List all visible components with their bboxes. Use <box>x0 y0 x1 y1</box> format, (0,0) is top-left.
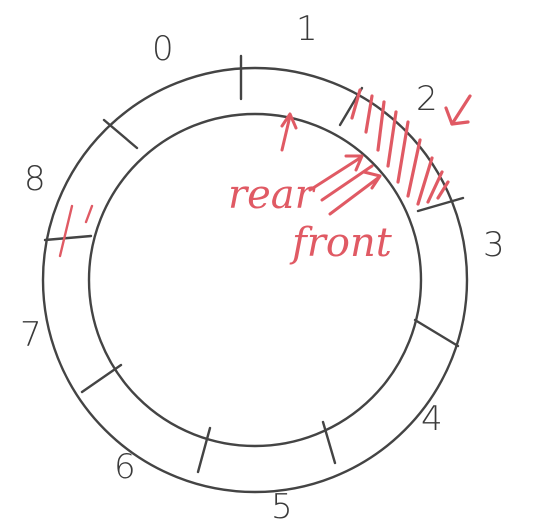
rear-label: rear <box>228 172 317 218</box>
slot-number-4: 4 <box>421 399 443 439</box>
slot-number-2: 2 <box>416 79 438 119</box>
ring-inner-circle <box>87 112 423 448</box>
up-arrow-icon <box>280 112 298 152</box>
annotations: rear front <box>58 88 472 266</box>
slot-number-3: 3 <box>483 225 505 265</box>
divider-4-5 <box>321 420 337 465</box>
slot-number-5: 5 <box>271 487 293 524</box>
slot-number-7: 7 <box>20 315 42 355</box>
rear-arrows-icon <box>308 154 382 216</box>
divider-2-3 <box>416 196 465 213</box>
slot-numbers: 0 1 2 3 4 5 6 7 8 <box>20 9 505 524</box>
slot-2-arrow-icon <box>444 94 472 126</box>
queue-ring <box>41 54 469 494</box>
divider-3-4 <box>413 318 460 348</box>
slot-number-1: 1 <box>296 9 318 49</box>
divider-8-0 <box>102 118 139 150</box>
slot-8-marks <box>58 204 94 258</box>
slot-number-8: 8 <box>24 159 46 199</box>
ring-outer-circle <box>41 66 469 494</box>
slot-2-hatching <box>350 88 450 206</box>
divider-5-6 <box>196 426 212 474</box>
front-label: front <box>289 220 393 266</box>
divider-6-7 <box>80 363 123 394</box>
slot-number-6: 6 <box>114 447 136 487</box>
slot-number-0: 0 <box>152 29 174 69</box>
divider-7-8 <box>43 234 93 242</box>
